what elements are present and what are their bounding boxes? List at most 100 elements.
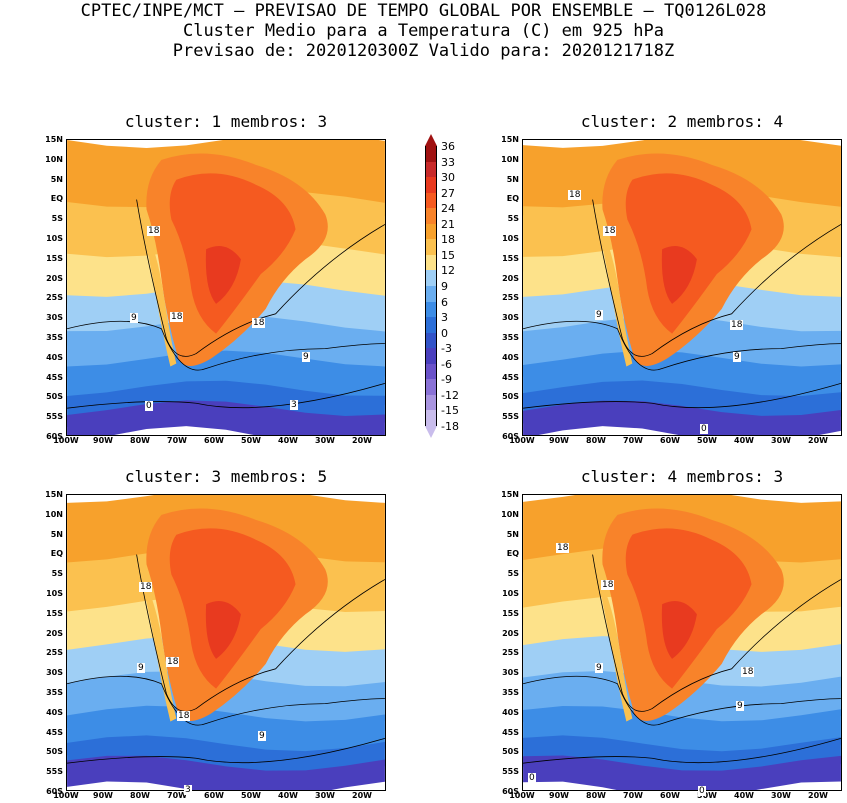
longitude-tick-label: 40W	[278, 436, 298, 445]
colorbar-label: -15	[441, 404, 459, 418]
andes-cool-strip	[144, 589, 177, 722]
contour-line	[136, 554, 385, 712]
latitude-tick-label: EQ	[50, 549, 63, 559]
colorbar-segment	[425, 301, 437, 318]
continent-hottest-area	[661, 245, 697, 304]
contour-line	[67, 675, 385, 726]
colorbar-label: 0	[441, 326, 448, 340]
header-line-3: Previsao de: 2020120300Z Valido para: 20…	[172, 41, 675, 61]
latitude-tick-label: 5N	[50, 529, 63, 539]
colorbar-label: -3	[441, 342, 452, 356]
colorbar-segment	[425, 177, 437, 193]
colorbar-segment	[425, 161, 437, 178]
colorbar-label: 6	[441, 295, 448, 309]
latitude-tick-label: 15S	[46, 608, 63, 618]
colorbar-label: 3	[441, 311, 448, 325]
latitude-tick-label: 15N	[501, 135, 519, 144]
latitude-tick-label: 10S	[46, 589, 63, 598]
latitude-tick-label: 5S	[507, 569, 519, 579]
longitude-tick-label: 50W	[697, 791, 717, 800]
longitude-tick-label: 80W	[586, 436, 606, 445]
longitude-tick-label: 70W	[167, 791, 187, 800]
latitude-tick-label: 10N	[45, 509, 63, 519]
longitude-tick-label: 90W	[549, 436, 569, 445]
colorbar-label: 24	[441, 202, 455, 216]
colorbar: 36 33 30 27 24 21 18 15 12 9 6 3 0 -3 -6 -9 -12 -15 -18	[425, 134, 485, 444]
longitude-tick-label: 20W	[352, 791, 372, 800]
latitude-tick-label: 50S	[46, 747, 63, 757]
andes-cool-strip	[600, 589, 633, 722]
contour-label: 18	[252, 318, 266, 328]
longitude-tick-label: 80W	[130, 791, 150, 800]
latitude-tick-label: EQ	[506, 194, 519, 204]
latitude-tick-label: 40S	[46, 352, 63, 362]
latitude-tick-label: 20S	[502, 273, 519, 283]
contour-label: 18	[147, 226, 161, 236]
contour-line	[592, 554, 841, 712]
latitude-tick-label: 5S	[507, 214, 519, 224]
latitude-tick-label: 15S	[502, 253, 519, 263]
longitude-tick-label: 100W	[53, 436, 79, 445]
latitude-tick-label: 35S	[46, 688, 63, 697]
latitude-tick-label: 40S	[502, 707, 519, 717]
contour-label: 18	[166, 657, 180, 667]
longitude-tick-label: 30W	[771, 791, 791, 800]
latitude-tick-label: 45S	[502, 372, 519, 382]
temperature-band	[67, 755, 385, 790]
longitude-tick-label: 100W	[509, 436, 535, 445]
contour-line	[67, 737, 385, 764]
longitude-tick-label: 60W	[204, 791, 224, 800]
contour-label: 18	[730, 320, 744, 330]
longitude-tick-label: 30W	[315, 436, 335, 445]
longitude-tick-label: 60W	[660, 791, 680, 800]
colorbar-label: -18	[441, 420, 459, 433]
latitude-tick-label: 60S	[46, 787, 63, 796]
temperature-band	[523, 755, 841, 790]
latitude-tick-label: 25S	[502, 648, 519, 658]
temperature-band	[523, 400, 841, 435]
latitude-tick-label: 5N	[50, 174, 63, 184]
longitude-tick-label: 80W	[586, 791, 606, 800]
contour-label: 0	[145, 401, 153, 411]
colorbar-segment	[425, 192, 437, 209]
contour-label: 9	[595, 310, 603, 320]
longitude-tick-label: 40W	[278, 791, 298, 800]
colorbar-label: 9	[441, 280, 448, 293]
colorbar-segment	[425, 239, 437, 255]
temperature-map	[66, 139, 386, 436]
colorbar-label: 21	[441, 217, 455, 231]
latitude-tick-label: 15S	[46, 253, 63, 263]
temperature-band	[523, 705, 841, 763]
longitude-tick-label: 30W	[771, 436, 791, 445]
latitude-tick-label: 30S	[502, 668, 519, 678]
longitude-tick-label: 50W	[697, 436, 717, 445]
latitude-tick-label: 55S	[46, 767, 63, 777]
contour-label: 9	[258, 731, 266, 741]
longitude-tick-label: 50W	[241, 436, 261, 445]
latitude-tick-label: 10S	[502, 234, 519, 243]
longitude-tick-label: 60W	[204, 436, 224, 445]
temperature-map	[66, 494, 386, 791]
contour-line	[523, 382, 841, 409]
contour-line	[523, 675, 841, 726]
contour-line	[136, 199, 385, 357]
colorbar-label: 27	[441, 186, 455, 200]
latitude-tick-label: 25S	[46, 293, 63, 303]
contour-label: 18	[170, 312, 184, 322]
latitude-tick-label: 45S	[46, 372, 63, 382]
latitude-tick-label: EQ	[50, 194, 63, 204]
contour-label: 9	[595, 663, 603, 673]
temperature-map	[522, 494, 842, 791]
longitude-tick-label: 100W	[509, 791, 535, 800]
longitude-tick-label: 20W	[808, 791, 828, 800]
temperature-band	[67, 705, 385, 762]
temperature-band	[523, 380, 841, 428]
latitude-tick-label: 5S	[51, 214, 63, 224]
header-line-1: CPTEC/INPE/MCT – PREVISAO DE TEMPO GLOBA…	[80, 1, 767, 21]
panel-title: cluster: 1 membros: 3	[124, 112, 328, 131]
longitude-tick-label: 80W	[130, 436, 150, 445]
continent-hottest-area	[205, 600, 241, 659]
colorbar-label: -12	[441, 388, 459, 402]
contour-label: 0	[528, 773, 536, 783]
latitude-tick-label: 5N	[506, 174, 519, 184]
